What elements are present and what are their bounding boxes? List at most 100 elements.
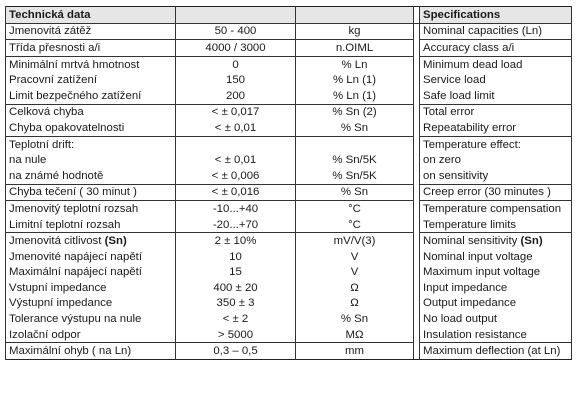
en-label: Nominal sensitivity — [423, 235, 518, 248]
unit: °C — [295, 216, 414, 234]
cz-label: Jmenovitá citlivost — [9, 235, 102, 248]
unit: V — [295, 248, 414, 265]
value: 400 ± 20 — [175, 280, 296, 296]
en-label: Input impedance — [419, 280, 572, 296]
table-row: Jmenovitá citlivost (Sn) 2 ± 10% mV/V(3)… — [5, 232, 572, 249]
cz-label: Izolační odpor — [5, 326, 176, 344]
value: 4000 / 3000 — [175, 39, 296, 57]
en-label: Insulation resistance — [419, 326, 572, 344]
table-row: Minimální mrtvá hmotnost 0 % Ln Minimum … — [5, 56, 572, 73]
table-row: na nule < ± 0,01 % Sn/5K on zero — [5, 152, 572, 168]
table-row: Tolerance výstupu na nule < ± 2 % Sn No … — [5, 311, 572, 327]
table-header: Technická data Specifications — [5, 6, 572, 24]
table-row: Celková chyba < ± 0,017 % Sn (2) Total e… — [5, 104, 572, 121]
value: 350 ± 3 — [175, 295, 296, 312]
table-row: Teplotní drift: Temperature effect: — [5, 136, 572, 153]
unit: % Sn — [295, 311, 414, 327]
cz-label: Chyba opakovatelnosti — [5, 120, 176, 137]
table-row: Jmenovitý teplotní rozsah -10...+40 °C T… — [5, 200, 572, 217]
en-label: Output impedance — [419, 295, 572, 312]
cz-label: Jmenovité napájecí napětí — [5, 248, 176, 265]
unit: kg — [295, 23, 414, 41]
en-label: No load output — [419, 311, 572, 327]
spec-sheet: Technická data Specifications Jmenovitá … — [5, 6, 572, 408]
en-label: Maximum deflection (at Ln) — [419, 342, 572, 360]
en-label: Creep error (30 minutes ) — [419, 184, 572, 202]
cz-label: na známé hodnotě — [5, 167, 176, 185]
unit: n.OIML — [295, 39, 414, 57]
cz-label: Jmenovitá zátěž — [5, 23, 176, 41]
unit: % Sn (2) — [295, 104, 414, 121]
value — [175, 136, 296, 153]
en-label: Repeatability error — [419, 120, 572, 137]
cz-label: Chyba tečení ( 30 minut ) — [5, 184, 176, 202]
value: 200 — [175, 87, 296, 105]
value: -20...+70 — [175, 216, 296, 234]
en-label: on sensitivity — [419, 167, 572, 185]
value: 0,3 – 0,5 — [175, 342, 296, 360]
en-label: Temperature limits — [419, 216, 572, 234]
en-label: on zero — [419, 152, 572, 168]
en-label: Nominal input voltage — [419, 248, 572, 265]
unit — [295, 136, 414, 153]
cz-label: Pracovní zatížení — [5, 72, 176, 88]
unit: Ω — [295, 295, 414, 312]
header-unit-cell — [295, 6, 414, 24]
value: 10 — [175, 248, 296, 265]
cz-label: Limit bezpečného zatížení — [5, 87, 176, 105]
cz-label: Limitní teplotní rozsah — [5, 216, 176, 234]
unit: Ω — [295, 280, 414, 296]
en-label: Service load — [419, 72, 572, 88]
value: < ± 0,016 — [175, 184, 296, 202]
en-label: Accuracy class a/i — [419, 39, 572, 57]
en-label: Nominal capacities (Ln) — [419, 23, 572, 41]
en-label-cell: Nominal sensitivity (Sn) — [419, 232, 572, 249]
header-cz-title: Technická data — [5, 6, 176, 24]
value: 50 - 400 — [175, 23, 296, 41]
table-row: Maximální napájecí napětí 15 V Maximum i… — [5, 264, 572, 281]
cz-label: na nule — [5, 152, 176, 168]
value: 150 — [175, 72, 296, 88]
cz-label: Tolerance výstupu na nule — [5, 311, 176, 327]
table-row: Izolační odpor > 5000 MΩ Insulation resi… — [5, 326, 572, 344]
value: < ± 0,01 — [175, 152, 296, 168]
table-row: Vstupní impedance 400 ± 20 Ω Input imped… — [5, 280, 572, 296]
unit: MΩ — [295, 326, 414, 344]
header-en-title: Specifications — [419, 6, 572, 24]
en-label: Safe load limit — [419, 87, 572, 105]
value: < ± 2 — [175, 311, 296, 327]
cz-label: Vstupní impedance — [5, 280, 176, 296]
value: < ± 0,006 — [175, 167, 296, 185]
cz-label: Maximální napájecí napětí — [5, 264, 176, 281]
table-row: Jmenovité napájecí napětí 10 V Nominal i… — [5, 248, 572, 265]
unit: % Ln — [295, 56, 414, 73]
table-row: Jmenovitá zátěž 50 - 400 kg Nominal capa… — [5, 23, 572, 41]
unit: % Ln (1) — [295, 87, 414, 105]
cz-label: Celková chyba — [5, 104, 176, 121]
table-row: Pracovní zatížení 150 % Ln (1) Service l… — [5, 72, 572, 88]
value: 0 — [175, 56, 296, 73]
table-row: Chyba opakovatelnosti < ± 0,01 % Sn Repe… — [5, 120, 572, 137]
unit: % Sn — [295, 184, 414, 202]
spec-table: Technická data Specifications Jmenovitá … — [5, 6, 572, 361]
en-label: Total error — [419, 104, 572, 121]
value: < ± 0,017 — [175, 104, 296, 121]
table-row: Výstupní impedance 350 ± 3 Ω Output impe… — [5, 295, 572, 312]
table-row: na známé hodnotě < ± 0,006 % Sn/5K on se… — [5, 167, 572, 185]
value: -10...+40 — [175, 200, 296, 217]
cz-label: Teplotní drift: — [5, 136, 176, 153]
en-label: Minimum dead load — [419, 56, 572, 73]
cz-sn-symbol: (Sn) — [104, 235, 127, 248]
en-label: Temperature compensation — [419, 200, 572, 217]
cz-label-cell: Jmenovitá citlivost (Sn) — [5, 232, 176, 249]
table-row: Limitní teplotní rozsah -20...+70 °C Tem… — [5, 216, 572, 234]
unit: % Sn/5K — [295, 167, 414, 185]
unit: °C — [295, 200, 414, 217]
table-row: Limit bezpečného zatížení 200 % Ln (1) S… — [5, 87, 572, 105]
table-row: Třída přesnosti a/i 4000 / 3000 n.OIML A… — [5, 39, 572, 57]
unit: V — [295, 264, 414, 281]
en-label: Temperature effect: — [419, 136, 572, 153]
unit: % Ln (1) — [295, 72, 414, 88]
unit: mm — [295, 342, 414, 360]
table-row: Maximální ohyb ( na Ln) 0,3 – 0,5 mm Max… — [5, 342, 572, 360]
